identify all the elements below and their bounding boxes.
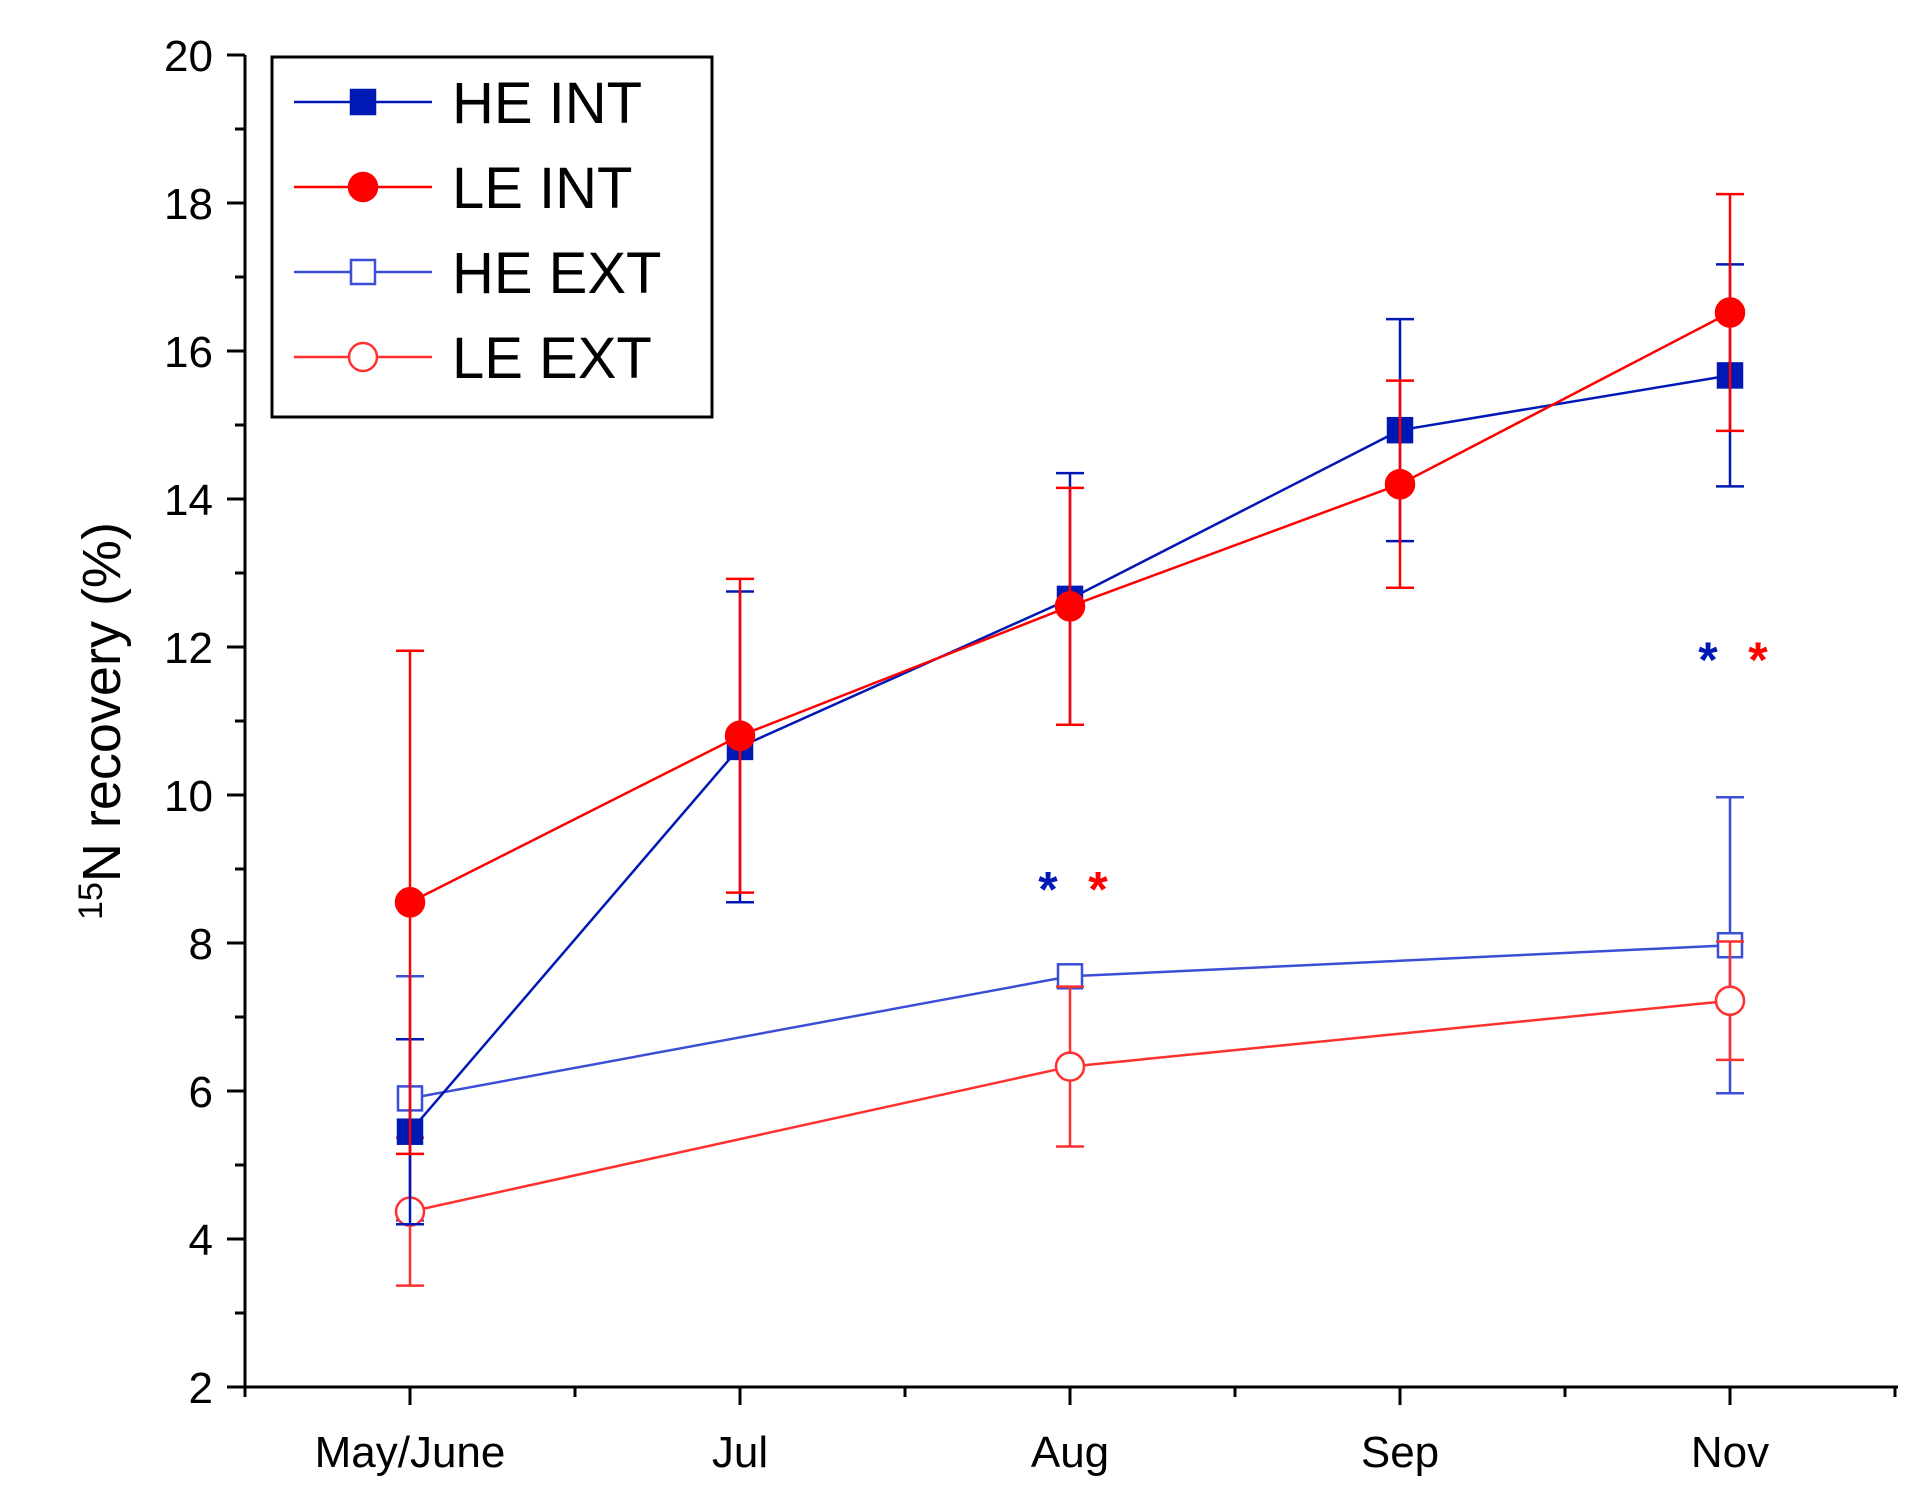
significance-marker: *	[1088, 861, 1108, 917]
y-tick-label: 14	[164, 476, 213, 525]
y-axis-title-main: N recovery (%)	[72, 522, 132, 882]
data-point	[1714, 985, 1746, 1016]
legend-label: LE INT	[452, 156, 633, 221]
y-tick-label: 12	[164, 624, 213, 673]
significance-marker: *	[1748, 632, 1768, 688]
legend-marker	[349, 258, 377, 286]
x-tick-label: Aug	[1031, 1428, 1109, 1477]
legend-label: HE INT	[452, 71, 642, 136]
legend-marker	[347, 171, 379, 203]
data-point	[1056, 963, 1084, 990]
y-tick-label: 16	[164, 328, 213, 377]
data-point	[724, 720, 756, 752]
y-axis-title-superscript: 15	[72, 882, 110, 920]
legend-marker	[349, 88, 377, 116]
data-point	[1384, 468, 1416, 500]
y-tick-label: 2	[189, 1364, 213, 1413]
x-tick-label: May/June	[315, 1428, 506, 1477]
y-tick-label: 10	[164, 772, 213, 821]
series-le-ext	[394, 940, 1746, 1287]
annotation-layer: * * * *	[1038, 632, 1768, 917]
legend-item: HE EXT	[294, 241, 662, 306]
legend-label: HE EXT	[452, 241, 662, 306]
series-layer	[394, 192, 1746, 1287]
y-tick-label: 20	[164, 32, 213, 81]
legend-item: HE INT	[294, 71, 642, 136]
legend-item: LE INT	[294, 156, 633, 221]
x-tick-label: Nov	[1691, 1428, 1769, 1477]
data-point	[1714, 297, 1746, 328]
legend: HE INT LE INT HE EXT LE EXT	[270, 55, 714, 419]
data-point	[1054, 591, 1086, 622]
legend-label: LE EXT	[452, 326, 652, 391]
x-tick-label: Jul	[712, 1428, 768, 1477]
y-tick-label: 18	[164, 180, 213, 229]
significance-marker: *	[1698, 632, 1718, 688]
series-le-int	[394, 192, 1746, 1156]
data-point	[394, 887, 426, 918]
y-tick-label: 4	[189, 1216, 213, 1265]
data-point	[1054, 1051, 1086, 1082]
significance-marker: *	[1038, 861, 1058, 917]
axes: 2 4 6 8 10 12 14 16 18 20 May/June Jul Aug Sep Nov 15N …	[72, 32, 1898, 1477]
y-axis-title: 15N recovery (%)	[72, 522, 132, 920]
legend-marker	[347, 341, 379, 373]
legend-item: LE EXT	[294, 326, 652, 391]
y-tick-label: 8	[189, 920, 213, 969]
y-tick-label: 6	[189, 1068, 213, 1117]
x-tick-label: Sep	[1361, 1428, 1439, 1477]
